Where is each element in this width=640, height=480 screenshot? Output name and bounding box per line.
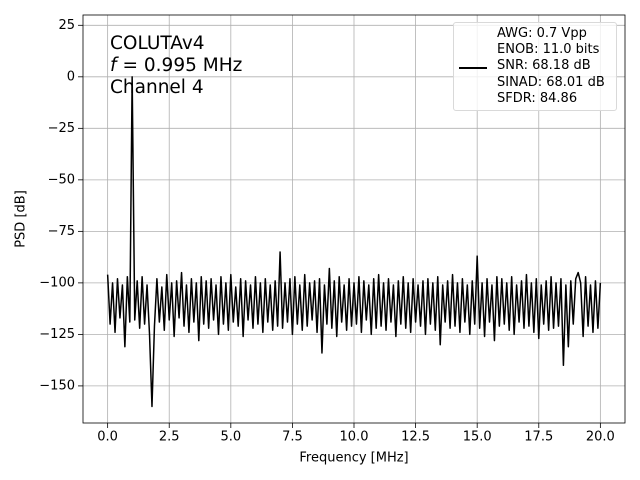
y-axis-label: PSD [dB]	[14, 190, 29, 248]
y-tick-label: −75	[48, 224, 75, 239]
x-tick-label: 5.0	[220, 430, 241, 445]
plot-area	[106, 76, 602, 408]
legend-swatch	[459, 67, 487, 69]
series-line	[106, 76, 602, 408]
annotation-part: = 0.995 MHz	[123, 55, 243, 76]
legend-entry: AWG: 0.7 Vpp ENOB: 11.0 bits SNR: 68.18 …	[497, 26, 605, 106]
y-tick-label: −100	[39, 275, 75, 290]
y-tick-label: 25	[58, 18, 75, 33]
y-tick-label: −150	[39, 378, 75, 393]
annotation: COLUTAv4	[110, 33, 205, 54]
x-tick-label: 12.5	[401, 430, 430, 445]
y-tick-label: −125	[39, 327, 75, 342]
y-tick-label: −50	[48, 172, 75, 187]
annotation-italic: f	[110, 55, 119, 76]
x-tick-label: 2.5	[159, 430, 180, 445]
x-tick-label: 15.0	[463, 430, 492, 445]
x-tick-label: 17.5	[524, 430, 553, 445]
y-tick-label: −25	[48, 121, 75, 136]
annotation: f = 0.995 MHz	[110, 55, 242, 76]
y-tick-label: 0	[67, 69, 75, 84]
ticks: 0.0 2.5 5.0 7.5 10.0 12.5 15.0 17.5 20.0 25 0 −25 −5…	[39, 18, 615, 445]
legend: AWG: 0.7 Vpp ENOB: 11.0 bits SNR: 68.18 …	[453, 22, 617, 111]
x-axis-label: Frequency [MHz]	[299, 451, 408, 466]
x-tick-label: 20.0	[586, 430, 615, 445]
grid	[83, 15, 625, 423]
x-tick-label: 7.5	[282, 430, 303, 445]
x-tick-label: 0.0	[97, 430, 118, 445]
x-tick-label: 10.0	[340, 430, 369, 445]
annotation: Channel 4	[110, 77, 204, 98]
